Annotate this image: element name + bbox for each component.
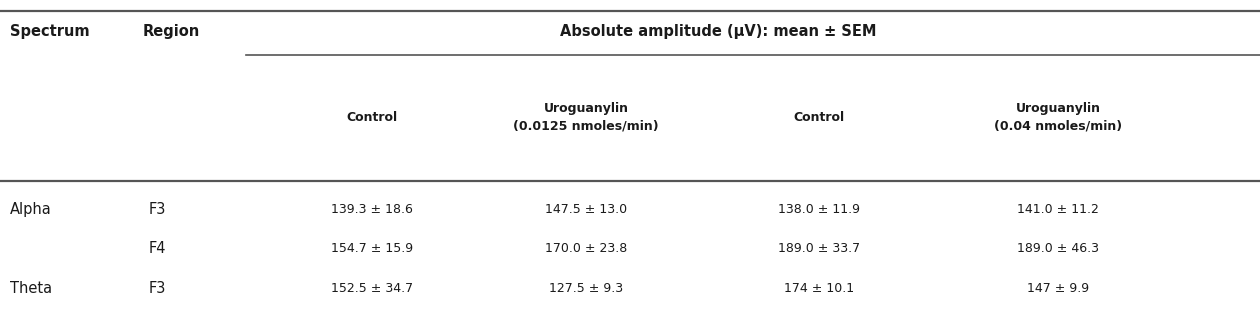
Text: Uroguanylin
(0.0125 nmoles/min): Uroguanylin (0.0125 nmoles/min) [513,102,659,132]
Text: 174 ± 10.1: 174 ± 10.1 [784,282,854,295]
Text: Alpha: Alpha [10,202,52,217]
Text: Uroguanylin
(0.04 nmoles/min): Uroguanylin (0.04 nmoles/min) [994,102,1123,132]
Text: 189.0 ± 46.3: 189.0 ± 46.3 [1017,242,1100,256]
Text: 170.0 ± 23.8: 170.0 ± 23.8 [544,242,627,256]
Text: 138.0 ± 11.9: 138.0 ± 11.9 [777,203,861,216]
Text: 147 ± 9.9: 147 ± 9.9 [1027,282,1090,295]
Text: 152.5 ± 34.7: 152.5 ± 34.7 [330,282,413,295]
Text: Region: Region [142,24,199,39]
Text: Absolute amplitude (μV): mean ± SEM: Absolute amplitude (μV): mean ± SEM [559,24,877,39]
Text: 139.3 ± 18.6: 139.3 ± 18.6 [331,203,412,216]
Text: 127.5 ± 9.3: 127.5 ± 9.3 [549,282,622,295]
Text: F3: F3 [149,202,166,217]
Text: 147.5 ± 13.0: 147.5 ± 13.0 [544,203,627,216]
Text: F3: F3 [149,281,166,296]
Text: 141.0 ± 11.2: 141.0 ± 11.2 [1018,203,1099,216]
Text: F4: F4 [149,241,166,256]
Text: Control: Control [346,111,397,124]
Text: 189.0 ± 33.7: 189.0 ± 33.7 [777,242,861,256]
Text: Control: Control [794,111,844,124]
Text: 154.7 ± 15.9: 154.7 ± 15.9 [330,242,413,256]
Text: Theta: Theta [10,281,52,296]
Text: Spectrum: Spectrum [10,24,89,39]
